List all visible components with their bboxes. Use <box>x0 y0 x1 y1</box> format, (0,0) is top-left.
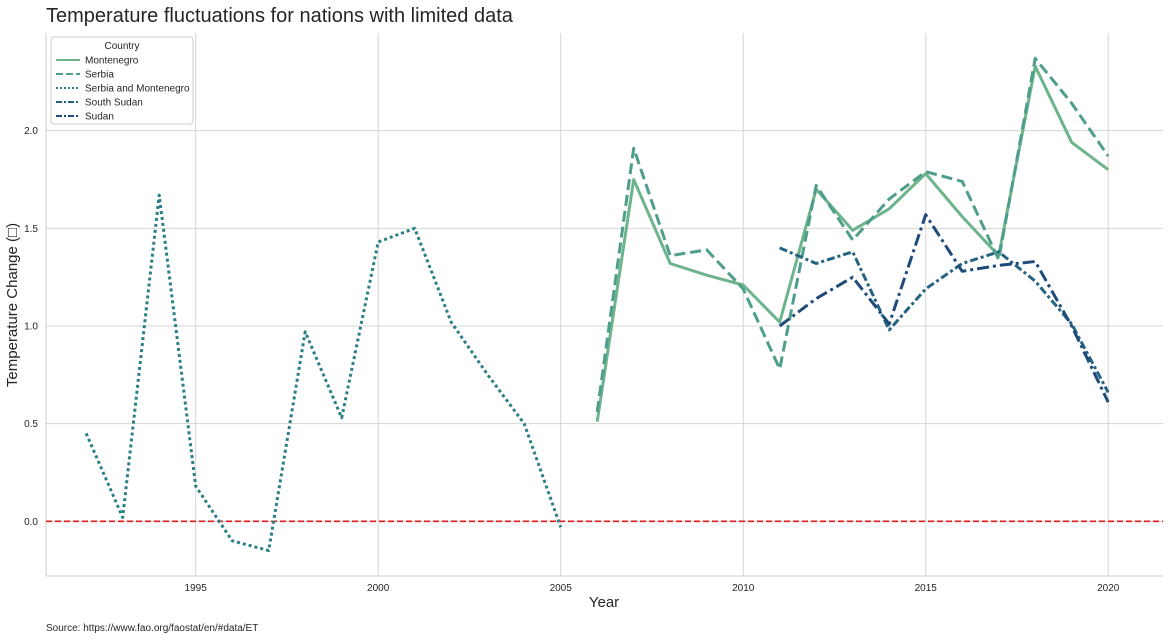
series-line-sudan <box>778 213 1110 403</box>
x-axis-title: Year <box>589 594 619 611</box>
chart-title: Temperature fluctuations for nations wit… <box>46 5 514 27</box>
x-tick-label: 2005 <box>550 583 573 594</box>
source-note: Source: https://www.fao.org/faostat/en/#… <box>46 623 258 634</box>
legend-title: Country <box>104 41 139 52</box>
tick-labels: 1995 2000 2005 2010 2015 2020 0.0 0.5 1.0 1.5 2.0 <box>24 126 1120 594</box>
y-tick-label: 2.0 <box>24 126 38 137</box>
legend-label: Serbia and Montenegro <box>85 84 190 95</box>
x-tick-label: 2010 <box>732 583 755 594</box>
series-lines <box>84 56 1110 553</box>
y-tick-label: 0.5 <box>24 419 38 430</box>
series-line-serbia <box>595 56 1110 413</box>
legend-label: South Sudan <box>85 98 143 109</box>
legend-label: Sudan <box>85 112 114 123</box>
x-tick-label: 2020 <box>1097 583 1120 594</box>
legend-label: Montenegro <box>85 56 139 67</box>
legend-label: Serbia <box>85 70 114 81</box>
x-tick-label: 1995 <box>185 583 208 594</box>
legend-box <box>50 36 194 125</box>
y-tick-label: 1.0 <box>24 321 38 332</box>
grid <box>46 33 1163 576</box>
y-tick-label: 0.0 <box>24 517 38 528</box>
y-axis-title: Temperature Change (□) <box>4 223 21 387</box>
legend: Country Montenegro Serbia Serbia and Monte… <box>50 36 194 125</box>
y-tick-label: 1.5 <box>24 224 38 235</box>
series-line-montenegro <box>595 64 1110 422</box>
x-tick-label: 2015 <box>915 583 938 594</box>
x-tick-label: 2000 <box>367 583 390 594</box>
axes <box>45 33 1163 577</box>
series-line-serbia-and-montenegro <box>84 193 563 553</box>
series-line-south-sudan <box>779 246 1110 394</box>
